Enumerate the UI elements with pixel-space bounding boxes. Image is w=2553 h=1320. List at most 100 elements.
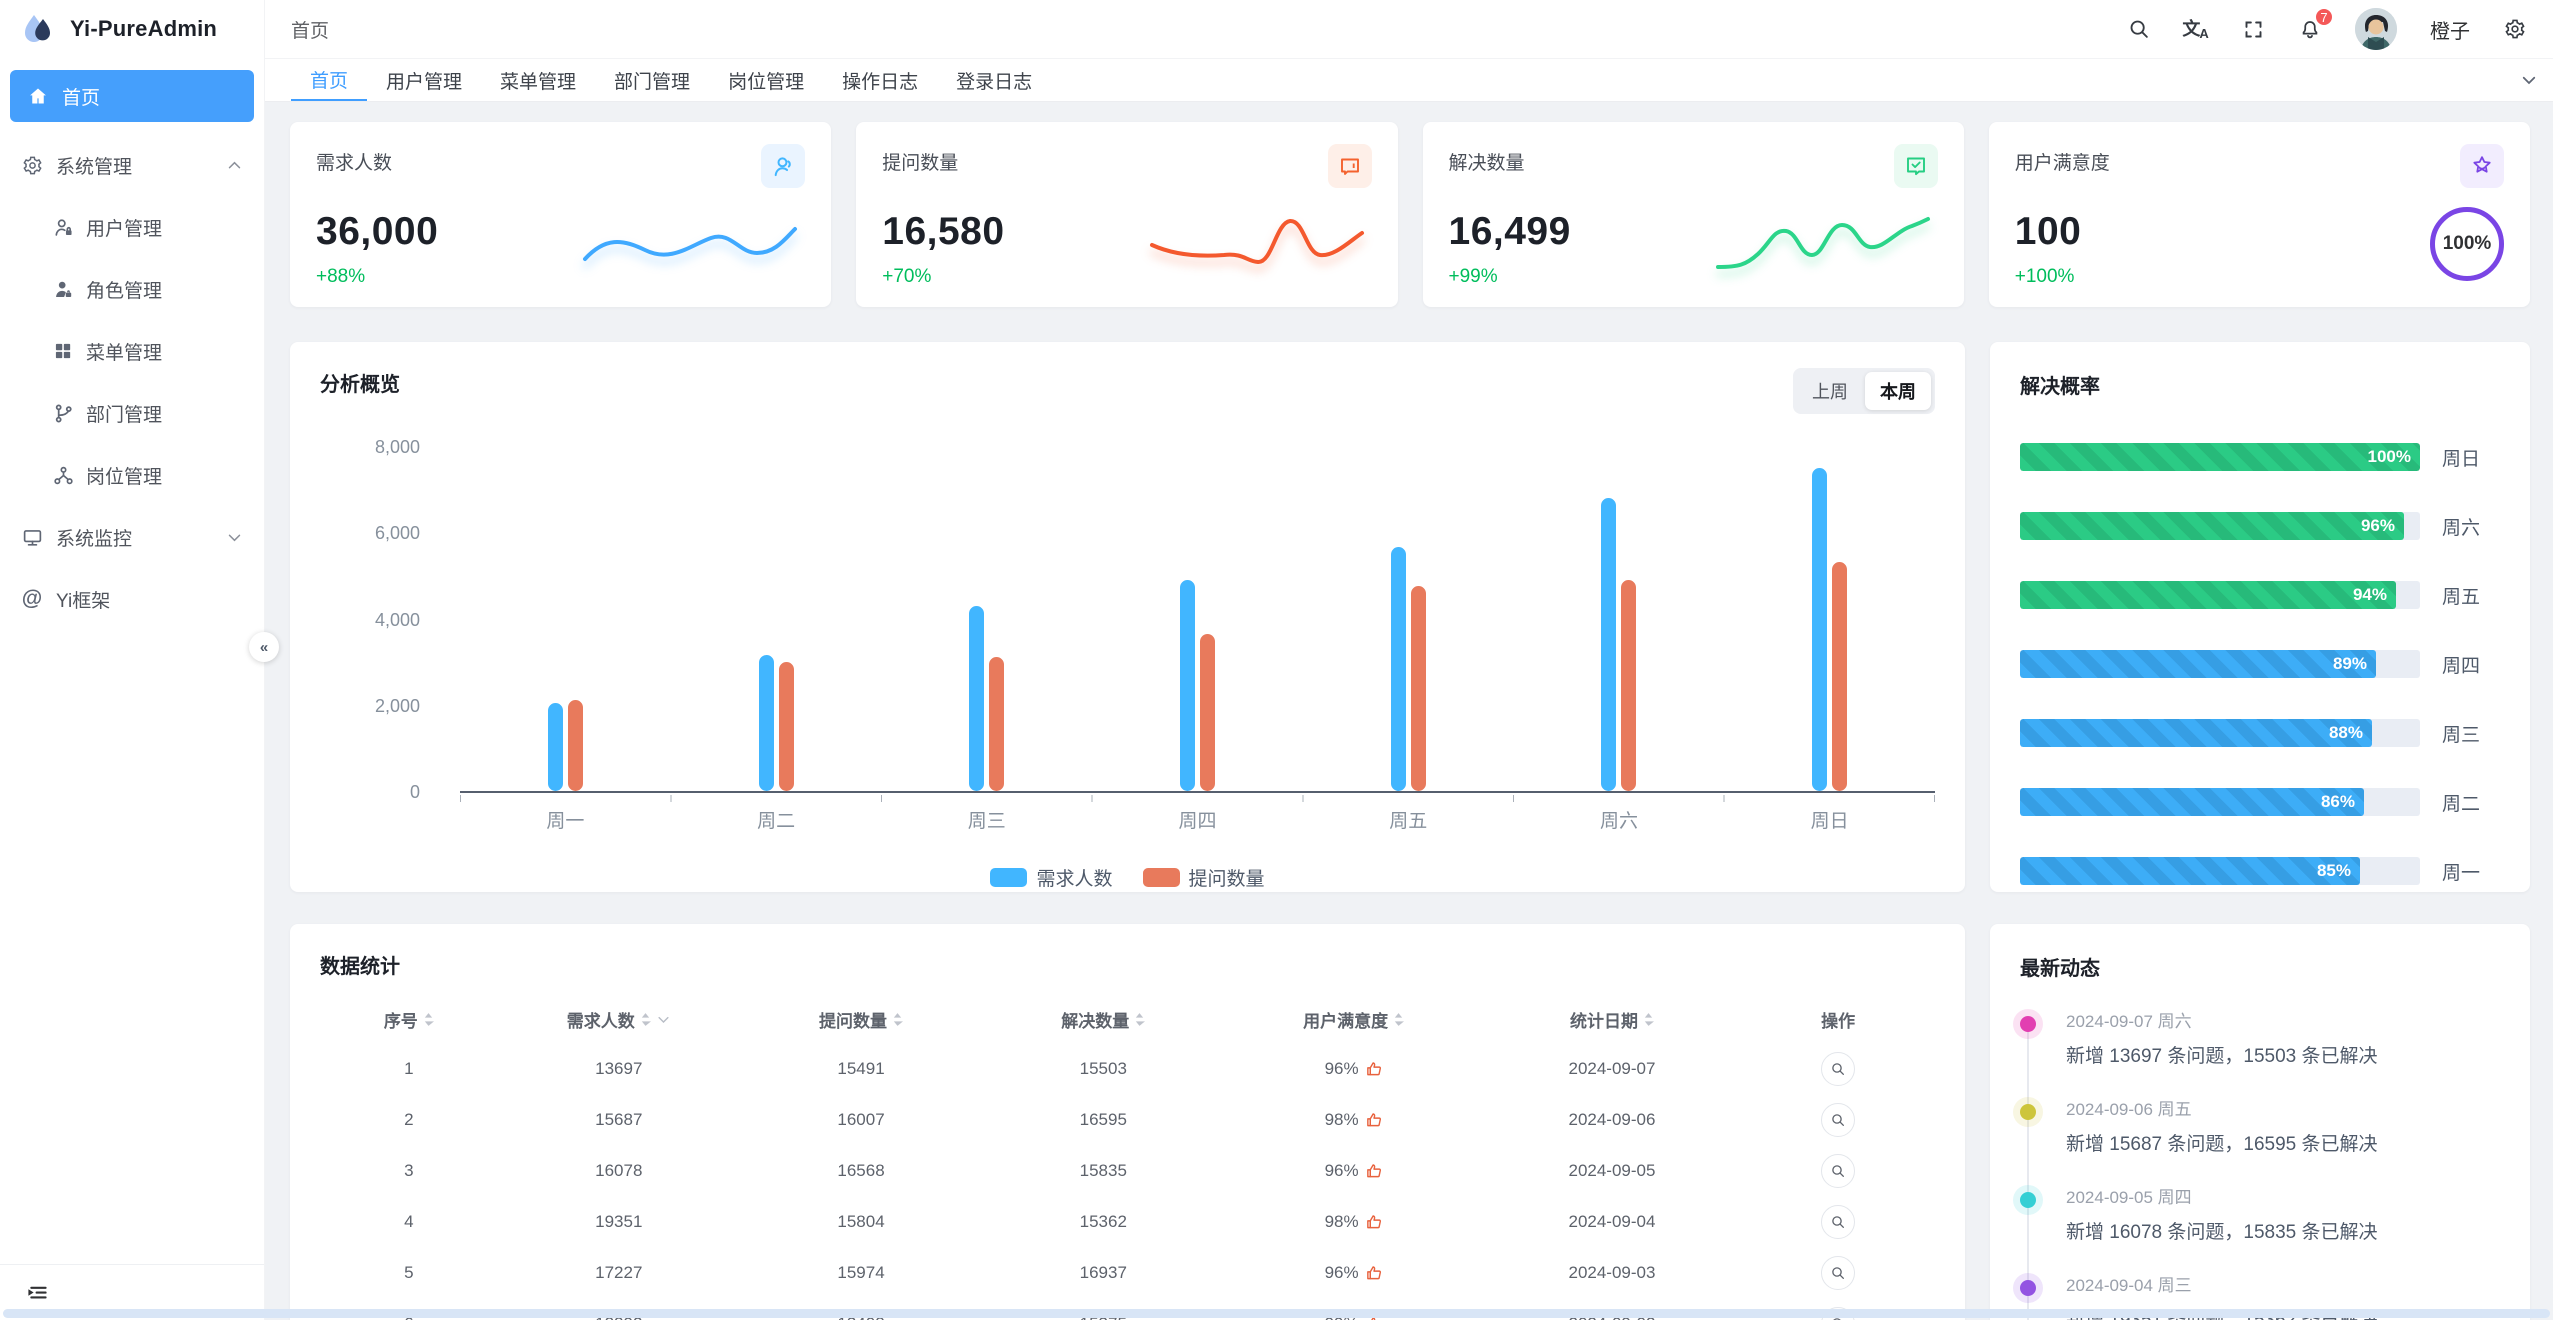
sort-icon[interactable] — [1134, 1012, 1146, 1027]
cell-satisfaction: 96% — [1224, 1145, 1482, 1196]
cell-resolve: 15362 — [1079, 1211, 1127, 1231]
progress-track: 86% — [2020, 788, 2420, 816]
column-label: 统计日期 — [1569, 1011, 1638, 1031]
progress-row-周二: 86% 周二 — [2020, 788, 2500, 816]
sidebar-item-0-4[interactable]: 岗位管理 — [0, 444, 264, 506]
bar-提问数量 — [778, 662, 794, 791]
toggle-last-week[interactable]: 上周 — [1812, 382, 1848, 402]
tab-6[interactable]: 登录日志 — [956, 71, 1033, 93]
column-label: 提问数量 — [819, 1011, 888, 1031]
stat-card-value: 16,580 — [882, 210, 1005, 253]
settings-icon[interactable] — [2503, 17, 2527, 41]
stat-card-visual — [1146, 193, 1372, 281]
tab-5[interactable]: 操作日志 — [842, 71, 919, 93]
legend-label: 需求人数 — [1036, 869, 1113, 890]
cell-resolve: 16595 — [1079, 1109, 1127, 1129]
progress-day-label: 周五 — [2442, 586, 2481, 608]
sort-icon[interactable] — [640, 1012, 651, 1027]
cell-question: 15804 — [837, 1211, 885, 1231]
row-detail-button[interactable] — [1821, 1051, 1856, 1086]
cell-require: 17227 — [595, 1262, 643, 1282]
bar-提问数量 — [989, 657, 1005, 791]
legend-item-需求人数[interactable]: 需求人数 — [990, 864, 1113, 891]
toggle-this-week[interactable]: 本周 — [1865, 372, 1931, 410]
cell-index: 1 — [404, 1058, 414, 1078]
cell-index: 5 — [404, 1262, 414, 1282]
bar-group-周一[interactable] — [460, 448, 671, 791]
sidebar-item-0-3[interactable]: 部门管理 — [0, 382, 264, 444]
menu-fold-icon[interactable] — [26, 1281, 49, 1304]
sidebar-group-label: 系统监控 — [56, 528, 133, 550]
legend-swatch — [990, 868, 1028, 887]
filter-chevron-icon[interactable] — [656, 1012, 671, 1027]
bar-group-周日[interactable] — [1724, 448, 1935, 791]
thumb-up-icon — [1365, 1213, 1383, 1231]
app-logo-row[interactable]: Yi-PureAdmin — [0, 0, 264, 58]
sort-icon[interactable] — [1643, 1012, 1654, 1027]
thumb-up-icon — [1365, 1060, 1383, 1078]
tab-1[interactable]: 用户管理 — [386, 71, 463, 93]
sidebar-item-0-1[interactable]: 角色管理 — [0, 258, 264, 320]
sort-icon[interactable] — [423, 1012, 434, 1027]
sidebar-item-0-2[interactable]: 菜单管理 — [0, 320, 264, 382]
table-col-需求人数: 需求人数 — [498, 995, 740, 1043]
progress-track: 96% — [2020, 512, 2420, 540]
bar-提问数量 — [1410, 586, 1426, 791]
tab-0[interactable]: 首页 — [291, 59, 368, 101]
sidebar-collapse-fab[interactable]: « — [249, 632, 279, 662]
sidebar-item-label: 首页 — [62, 87, 101, 109]
progress-track: 89% — [2020, 650, 2420, 678]
bar-group-周二[interactable] — [671, 448, 882, 791]
cell-date: 2024-09-06 — [1568, 1109, 1656, 1129]
fullscreen-icon[interactable] — [2241, 17, 2265, 41]
bell-icon[interactable]: 7 — [2298, 7, 2334, 41]
statistics-table: 序号 需求人数 提问数量 解决数量 — [320, 995, 1935, 1320]
timeline-text: 新增 16078 条问题，15835 条已解决 — [2066, 1222, 2378, 1243]
sidebar-item-home[interactable]: 首页 — [10, 70, 254, 122]
sort-icon[interactable] — [1393, 1012, 1405, 1027]
at-icon: @ — [21, 587, 43, 610]
user-lock-icon — [52, 216, 74, 238]
horizontal-scrollbar[interactable] — [3, 1309, 2550, 1318]
row-detail-button[interactable] — [1821, 1255, 1856, 1290]
table-col-提问数量: 提问数量 — [740, 995, 982, 1043]
row-detail-button[interactable] — [1821, 1204, 1856, 1239]
avatar[interactable] — [2355, 8, 2397, 50]
sidebar-group-2[interactable]: @ Yi框架 — [0, 568, 264, 630]
thumb-up-icon — [1365, 1264, 1383, 1282]
main-content: 需求人数 36,000 +88% 提问数量 16,580 +70% 解决数量 — [265, 102, 2553, 1320]
username[interactable]: 橙子 — [2430, 20, 2470, 43]
bar-group-周六[interactable] — [1514, 448, 1725, 791]
cell-satisfaction: 96% — [1224, 1043, 1482, 1094]
legend-item-提问数量[interactable]: 提问数量 — [1142, 864, 1265, 891]
tab-4[interactable]: 岗位管理 — [728, 71, 805, 93]
bar-提问数量 — [567, 700, 583, 791]
breadcrumb[interactable]: 首页 — [291, 20, 330, 42]
sidebar-group-1[interactable]: 系统监控 — [0, 506, 264, 568]
table-row: 4 19351 15804 15362 98% 2024-09-04 — [320, 1196, 1935, 1247]
cell-satisfaction: 98% — [1224, 1196, 1482, 1247]
sidebar-item-0-0[interactable]: 用户管理 — [0, 196, 264, 258]
tab-3[interactable]: 部门管理 — [614, 71, 691, 93]
row-detail-button[interactable] — [1821, 1153, 1856, 1188]
x-axis-label: 周四 — [1178, 811, 1217, 832]
sparkline-chart — [1149, 219, 1364, 264]
cell-satisfaction: 96% — [1224, 1247, 1482, 1298]
bar-group-周四[interactable] — [1092, 448, 1303, 791]
tab-2[interactable]: 菜单管理 — [500, 71, 577, 93]
bar-group-周三[interactable] — [881, 448, 1092, 791]
sidebar-group-0[interactable]: 系统管理 — [0, 134, 264, 196]
row-detail-button[interactable] — [1821, 1102, 1856, 1137]
latest-news-card: 最新动态 2024-09-07 周六 新增 13697 条问题，15503 条已… — [1990, 924, 2530, 1320]
timeline-text: 新增 13697 条问题，15503 条已解决 — [2066, 1046, 2378, 1067]
chevron-down-icon[interactable] — [2505, 59, 2553, 101]
search-icon[interactable] — [2127, 17, 2151, 41]
sort-icon[interactable] — [892, 1012, 904, 1027]
stat-card-0: 需求人数 36,000 +88% — [290, 122, 832, 307]
column-label: 需求人数 — [566, 1011, 635, 1031]
bar-group-周五[interactable] — [1303, 448, 1514, 791]
cell-require: 16078 — [595, 1160, 643, 1180]
